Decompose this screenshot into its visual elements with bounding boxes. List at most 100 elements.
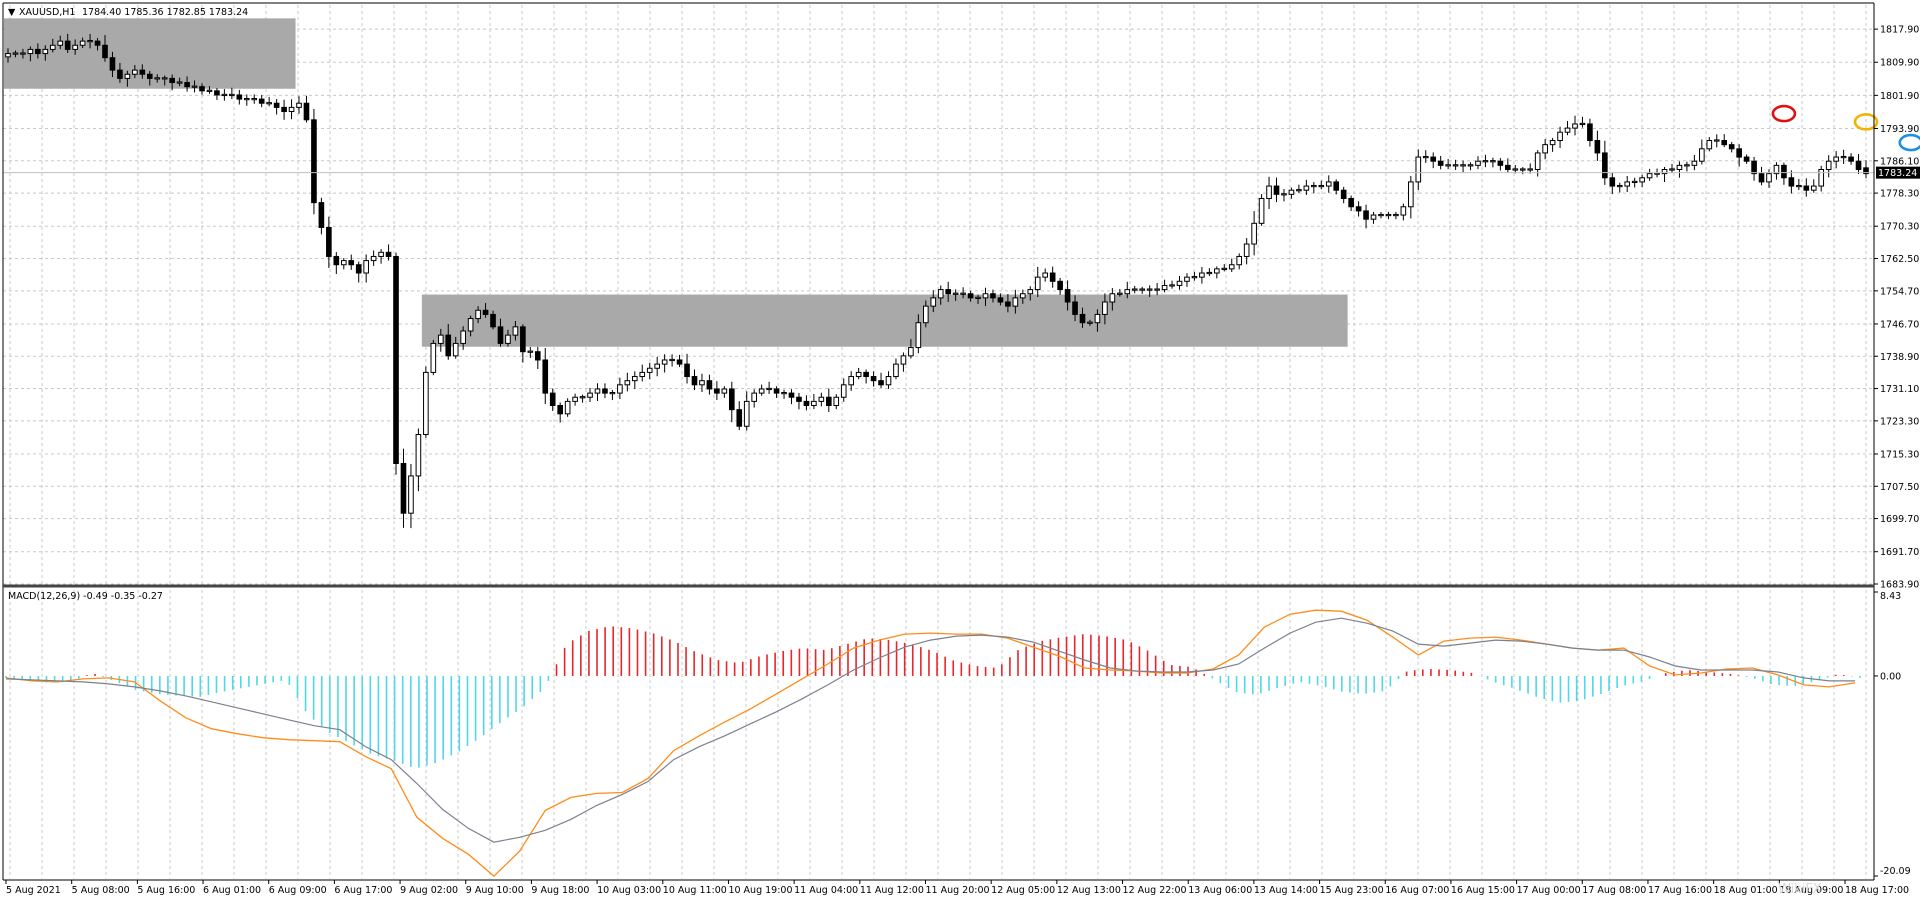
collapse-arrow-icon[interactable]: ▼ [8, 7, 16, 18]
candle-bull-body [243, 97, 250, 101]
candle [1206, 268, 1213, 276]
candle [811, 393, 817, 410]
candle-bull-body [811, 400, 817, 407]
candle-bull-body [960, 292, 966, 295]
candle-bull-body [1184, 276, 1190, 282]
candle-bear-body [146, 73, 153, 79]
candle [1281, 189, 1287, 202]
candle-bull-body [833, 396, 840, 407]
candle [1467, 162, 1474, 171]
candle [1490, 157, 1496, 168]
price-tick-label: 1715.30 [1880, 449, 1919, 460]
candle-bull-body [408, 475, 414, 514]
candle [1109, 288, 1116, 311]
candle [1728, 142, 1735, 153]
candle [236, 89, 243, 105]
candle [1027, 286, 1034, 301]
candle [176, 77, 183, 87]
candle-bear-body [1743, 156, 1750, 162]
candle-bull-body [1303, 185, 1310, 191]
candle [273, 99, 280, 115]
candle [1534, 150, 1541, 177]
candle [1818, 165, 1825, 192]
candle [855, 367, 862, 380]
candle-bear-body [1505, 164, 1511, 170]
candle-bear-body [102, 44, 108, 59]
candle [818, 392, 825, 407]
candle-bear-body [1333, 181, 1340, 191]
time-axis: 5 Aug 2021 5 Aug 08:00 5 Aug 16:00 6 Aug 01… [5, 880, 1909, 896]
candle [221, 89, 228, 101]
candle [1393, 212, 1399, 220]
candle-bull-body [1557, 131, 1563, 142]
candle [318, 197, 325, 235]
candle [94, 37, 101, 51]
candle-bull-body [758, 388, 765, 394]
candle-bull-body [1840, 155, 1847, 159]
candle-bear-body [1863, 167, 1869, 175]
candle [206, 86, 213, 94]
candle [370, 250, 377, 266]
candle-bull-body [5, 53, 11, 58]
candle-bull-body [1311, 184, 1317, 188]
candle [266, 97, 272, 107]
candle [1624, 175, 1631, 193]
candle [1684, 161, 1690, 172]
candle-bull-body [743, 400, 750, 427]
candle [1176, 275, 1183, 290]
candle [423, 366, 429, 438]
candle-bull-body [423, 371, 429, 436]
candle [400, 448, 407, 528]
candle-bull-body [527, 350, 534, 353]
candle [1512, 165, 1519, 174]
candle-bull-body [1258, 197, 1265, 224]
candle [602, 383, 608, 399]
marker-red [1771, 104, 1797, 123]
candle [512, 321, 519, 341]
time-tick-label: 17 Aug 16:00 [1648, 885, 1712, 896]
candle [333, 252, 340, 274]
candle [781, 389, 787, 399]
candle [840, 378, 847, 402]
price-tick-label: 1683.90 [1880, 580, 1919, 591]
candle-bear-body [736, 409, 743, 427]
watermark-logo: WikiFX [1778, 882, 1822, 897]
candle-bull-body [251, 97, 258, 101]
candle-bull-body [1161, 284, 1168, 291]
candle [1042, 268, 1049, 282]
candle [482, 303, 489, 318]
candle-bull-body [1318, 184, 1325, 188]
candle-bull-body [1564, 127, 1571, 133]
candle [1743, 154, 1750, 164]
candle-bull-body [1475, 160, 1481, 166]
candle-bull-body [1042, 272, 1049, 278]
candle-bull-body [1624, 181, 1631, 187]
candle-bear-body [273, 102, 280, 108]
candle-bull-body [766, 387, 772, 391]
candle-bull-body [1706, 140, 1713, 150]
candle-bear-body [534, 351, 541, 361]
candle [1736, 144, 1742, 167]
candle [1288, 187, 1295, 199]
candle [191, 80, 198, 93]
candle [997, 293, 1004, 306]
candle-bear-body [117, 69, 123, 79]
candle [990, 289, 996, 303]
candle [1639, 174, 1645, 188]
candle [1699, 139, 1705, 165]
candle-bull-body [1296, 189, 1302, 192]
candle-bear-body [400, 462, 407, 514]
candle-bull-body [27, 48, 34, 55]
candle [281, 99, 287, 120]
candle [743, 391, 750, 431]
price-axis: 1817.90 1809.90 1801.90 1793.90 1786.10 1778.… [1874, 25, 1919, 591]
time-tick-label: 13 Aug 06:00 [1188, 885, 1252, 896]
candle [1273, 177, 1280, 203]
symbol-label: XAUUSD,H1 [19, 7, 75, 18]
candle [1117, 289, 1123, 297]
candle-bull-body [42, 48, 49, 55]
candle-bull-body [296, 102, 302, 108]
candle [1863, 160, 1869, 179]
